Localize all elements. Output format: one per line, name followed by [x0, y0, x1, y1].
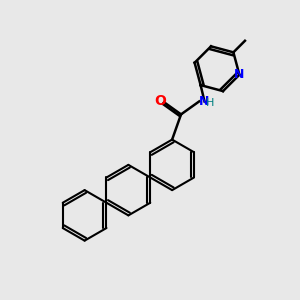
Text: N: N	[234, 68, 244, 81]
Text: O: O	[154, 94, 166, 108]
Text: N: N	[198, 95, 209, 108]
Text: H: H	[206, 98, 215, 108]
